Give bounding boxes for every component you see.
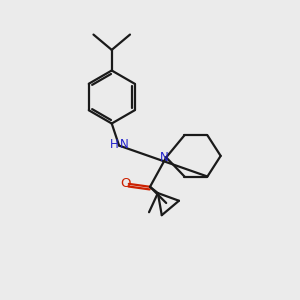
Text: N: N [120,138,129,151]
Text: O: O [121,177,131,190]
Text: N: N [160,151,168,164]
Text: H: H [110,138,118,151]
